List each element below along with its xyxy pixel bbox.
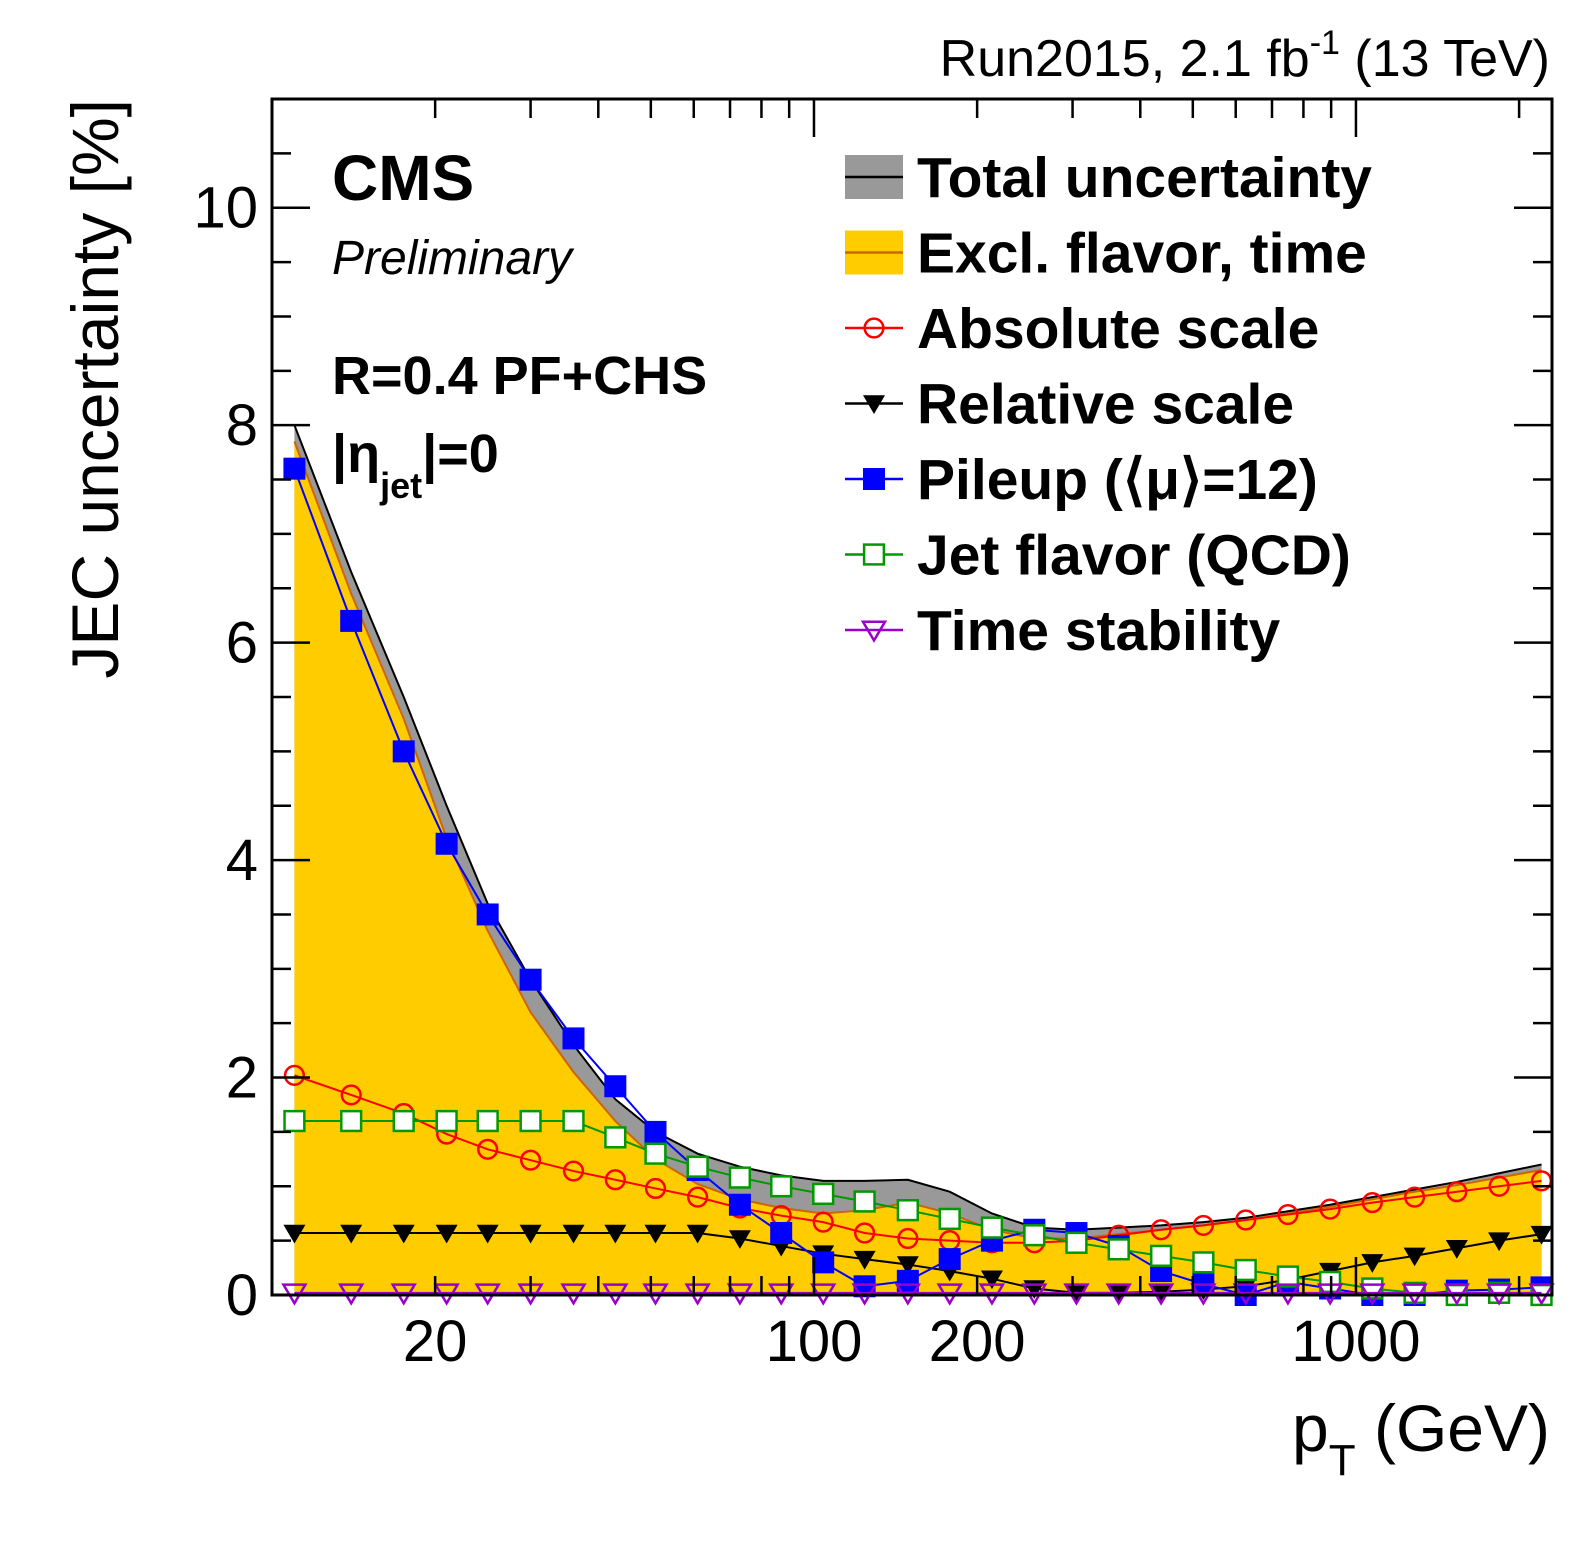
legend-marker-pu	[863, 468, 885, 490]
open-square-series-point	[564, 1111, 584, 1131]
legend-label-excl: Excl. flavor, time	[917, 222, 1367, 286]
eta-label: |ηjet|=0	[332, 424, 499, 506]
x-tick-label: 20	[403, 1309, 468, 1374]
open-square-series-point	[521, 1111, 541, 1131]
legend-entry-flav: Jet flavor (QCD)	[845, 524, 1351, 588]
legend-entry-pu: Pileup (⟨μ⟩=12)	[845, 448, 1318, 512]
x-tick-label: 100	[766, 1309, 863, 1374]
preliminary-label: Preliminary	[332, 232, 575, 285]
open-square-series-point	[1236, 1260, 1256, 1280]
legend-entry-abs: Absolute scale	[845, 297, 1319, 361]
legend-marker-flav	[864, 545, 884, 565]
open-square-series-point	[285, 1111, 305, 1131]
filled-square-series-point	[436, 833, 458, 855]
lumi-label: Run2015, 2.1 fb-1 (13 TeV)	[940, 24, 1550, 88]
algo-label: R=0.4 PF+CHS	[332, 346, 707, 406]
open-square-series-point	[1024, 1225, 1044, 1245]
y-tick-label: 2	[226, 1046, 258, 1111]
y-tick-label: 10	[193, 176, 258, 241]
filled-square-series-point	[770, 1222, 792, 1244]
open-square-series-point	[1067, 1233, 1087, 1253]
open-square-series-point	[898, 1200, 918, 1220]
legend: Total uncertainty Excl. flavor, time Absol…	[845, 146, 1372, 663]
legend-label-total: Total uncertainty	[917, 146, 1372, 210]
legend-label-rel: Relative scale	[917, 373, 1294, 437]
x-tick-label: 200	[929, 1309, 1026, 1374]
filled-square-series-point	[644, 1121, 666, 1143]
filled-square-series-point	[563, 1027, 585, 1049]
open-square-series-point	[982, 1218, 1002, 1238]
filled-square-series-point	[729, 1194, 751, 1216]
open-square-series-point	[940, 1209, 960, 1229]
open-square-series-point	[771, 1176, 791, 1196]
x-tick-label: 1000	[1291, 1309, 1420, 1374]
open-square-series-point	[394, 1111, 414, 1131]
filled-square-series-point	[939, 1248, 961, 1270]
open-square-series-point	[437, 1111, 457, 1131]
filled-square-series-point	[520, 969, 542, 991]
filled-square-series-point	[393, 740, 415, 762]
legend-label-abs: Absolute scale	[917, 297, 1319, 361]
x-axis-title: pT (GeV)	[1292, 1391, 1550, 1485]
open-square-series-point	[855, 1192, 875, 1212]
filled-square-series-point	[812, 1251, 834, 1273]
legend-entry-time: Time stability	[845, 599, 1281, 663]
legend-label-time: Time stability	[917, 599, 1281, 663]
open-square-series-point	[1193, 1252, 1213, 1272]
legend-entry-excl: Excl. flavor, time	[845, 222, 1367, 286]
y-axis-title: JEC uncertainty [%]	[58, 99, 132, 679]
legend-label-flav: Jet flavor (QCD)	[917, 524, 1351, 588]
filled-square-series-point	[477, 903, 499, 925]
filled-square-series-point	[604, 1075, 626, 1097]
legend-entry-rel: Relative scale	[845, 373, 1294, 437]
open-square-series-point	[605, 1127, 625, 1147]
y-tick-label: 4	[226, 828, 258, 893]
filled-square-series-point	[340, 610, 362, 632]
open-square-series-point	[730, 1168, 750, 1188]
open-square-series-point	[1109, 1239, 1129, 1259]
open-square-series-point	[341, 1111, 361, 1131]
open-square-series-point	[646, 1144, 666, 1164]
y-tick-label: 6	[226, 611, 258, 676]
open-square-series-point	[478, 1111, 498, 1131]
legend-label-pu: Pileup (⟨μ⟩=12)	[917, 448, 1318, 512]
filled-square-series-point	[283, 458, 305, 480]
cms-label: CMS	[332, 142, 474, 214]
y-tick-label: 0	[226, 1263, 258, 1328]
open-square-series-point	[813, 1184, 833, 1204]
legend-entry-total: Total uncertainty	[845, 146, 1372, 210]
y-tick-label: 8	[226, 393, 258, 458]
open-square-series-point	[1151, 1246, 1171, 1266]
open-square-series-point	[688, 1157, 708, 1177]
